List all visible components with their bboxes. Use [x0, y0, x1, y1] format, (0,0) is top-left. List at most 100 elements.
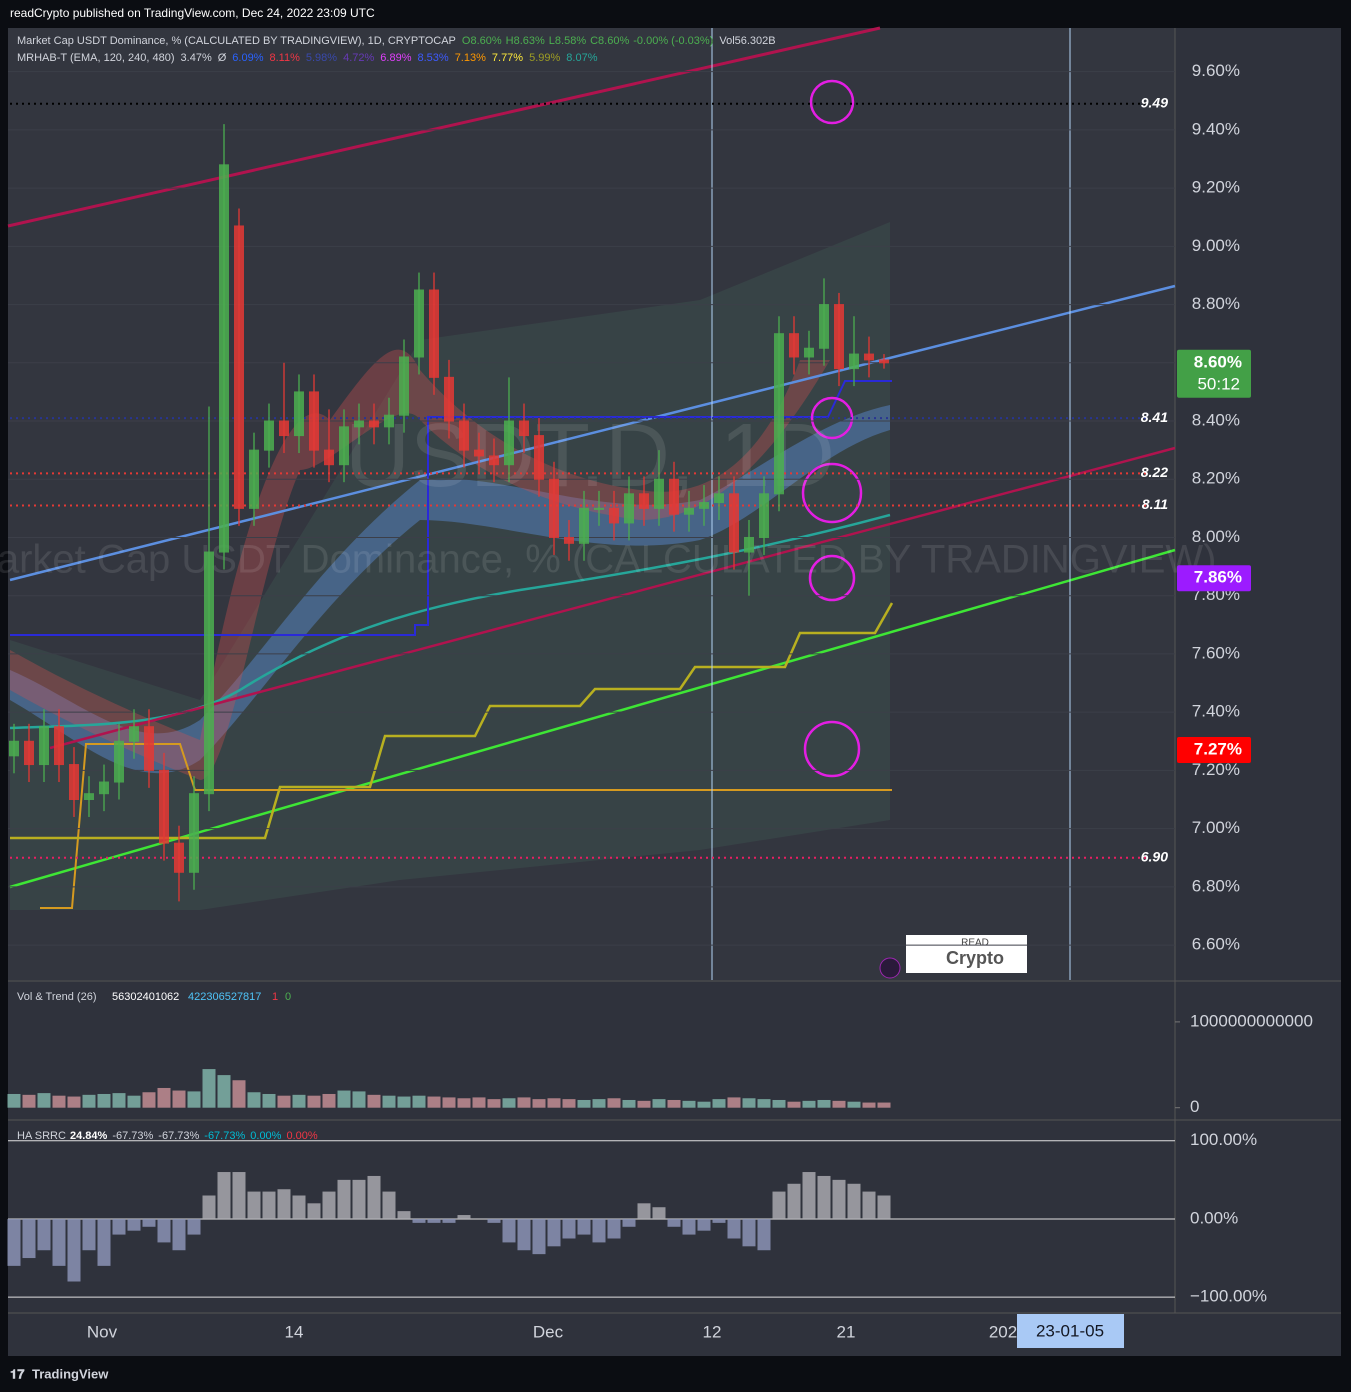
pane-value: -67.73% — [112, 1130, 153, 1142]
volume-bar — [37, 1093, 51, 1108]
volume-bar — [442, 1097, 456, 1108]
volume-bar — [277, 1095, 291, 1108]
pane-value: 1 — [272, 991, 278, 1003]
volume-bar — [877, 1102, 891, 1108]
volume-bar — [547, 1098, 561, 1108]
volume-bar — [7, 1093, 21, 1108]
x-tick-label: Dec — [533, 1322, 564, 1341]
osc-bar — [337, 1179, 351, 1219]
osc-bar — [412, 1218, 426, 1223]
main-pane — [8, 28, 1175, 980]
osc-bar — [562, 1218, 576, 1239]
candle-body — [129, 726, 139, 742]
x-tick-label: 21 — [837, 1322, 856, 1341]
osc-bar — [232, 1172, 246, 1219]
band — [10, 222, 890, 910]
indicator-value: 8.07% — [566, 52, 597, 64]
price-badge — [1177, 349, 1251, 398]
icon[interactable] — [879, 957, 901, 979]
circle — [809, 79, 855, 125]
pane-value: 24.84% — [70, 1130, 108, 1142]
candle-body — [54, 726, 64, 766]
pane-title: HA SRRC — [17, 1130, 66, 1142]
volume-bar — [247, 1092, 261, 1108]
step-line — [40, 743, 892, 909]
candle-body — [519, 420, 529, 437]
legend-ohlc: O8.60% — [462, 35, 502, 47]
volume-bar — [367, 1094, 381, 1108]
candle-body — [579, 507, 589, 544]
volume-bar — [742, 1098, 756, 1108]
level-label: 9.49 — [1141, 94, 1168, 110]
indicator-value: Ø — [218, 52, 227, 64]
osc-bar — [712, 1218, 726, 1223]
pane-value: 422306527817 — [188, 991, 261, 1003]
osc-bar — [97, 1218, 111, 1266]
volume-bar — [727, 1097, 741, 1108]
candle-body — [744, 536, 754, 553]
osc-bar — [832, 1179, 846, 1219]
volume-bar — [802, 1100, 816, 1108]
candle-body — [864, 353, 874, 361]
candle-body — [399, 356, 409, 416]
osc-bar — [67, 1218, 81, 1282]
y-tick-label: 1000000000000 — [1190, 1011, 1313, 1030]
y-tick-label: 7.20% — [1192, 760, 1240, 779]
footer-icon: 𝟏𝟕 — [10, 1366, 25, 1381]
pane-value: 56302401062 — [112, 991, 179, 1003]
legend-change: -0.00% (-0.03%) — [633, 35, 713, 47]
pane-value: -67.73% — [204, 1130, 245, 1142]
y-tick-label: 7.00% — [1192, 818, 1240, 837]
y-tick-label: 9.40% — [1192, 119, 1240, 138]
ema-ribbon — [10, 349, 830, 780]
candle-body — [849, 353, 859, 370]
indicator-value: 6.09% — [232, 52, 263, 64]
osc-bar — [427, 1218, 441, 1223]
osc-bar — [862, 1191, 876, 1219]
volume-bar — [487, 1099, 501, 1108]
osc-bar — [652, 1207, 666, 1219]
volume-bar — [112, 1093, 126, 1108]
candle-body — [774, 333, 784, 495]
circle — [801, 462, 863, 524]
candle-body — [339, 426, 349, 466]
indicator-value: 5.98% — [306, 52, 337, 64]
osc-bar — [577, 1218, 591, 1235]
candle-body — [234, 225, 244, 509]
volume-bar — [67, 1096, 81, 1108]
candle-body — [9, 740, 19, 757]
ema-line — [9, 513, 891, 730]
osc-bar — [127, 1218, 141, 1231]
osc-bar — [847, 1183, 861, 1219]
osc-bar — [772, 1191, 786, 1219]
indicator-name: MRHAB-T (EMA, 120, 240, 480) — [17, 52, 175, 64]
volume-bar — [652, 1099, 666, 1108]
candle-body — [309, 391, 319, 451]
candle-body — [654, 478, 664, 509]
volume-bar — [187, 1091, 201, 1108]
candle-body — [879, 359, 889, 364]
candle-body — [639, 493, 649, 509]
osc-bar — [292, 1195, 306, 1219]
candle-body — [354, 420, 364, 428]
candle-body — [219, 164, 229, 553]
indicator-value: 7.77% — [492, 52, 523, 64]
volume-bar — [352, 1091, 366, 1108]
osc-bar — [247, 1191, 261, 1219]
volume-bar — [22, 1094, 36, 1108]
candle-body — [594, 507, 604, 510]
volume-bar — [202, 1069, 216, 1108]
price-badge — [1177, 565, 1251, 592]
header: readCrypto published on TradingView.com,… — [10, 6, 375, 20]
x-tick-label: 14 — [285, 1322, 304, 1341]
legend-ohlc: C8.60% — [590, 35, 629, 47]
volume-bar — [817, 1099, 831, 1108]
osc-bar — [802, 1172, 816, 1219]
volume-bar — [682, 1100, 696, 1108]
volume-bar — [397, 1096, 411, 1108]
osc-bar — [727, 1218, 741, 1239]
volume-bar — [157, 1087, 171, 1108]
y-tick-label: 9.20% — [1192, 178, 1240, 197]
candle-body — [789, 333, 799, 358]
volume-bar — [712, 1099, 726, 1108]
